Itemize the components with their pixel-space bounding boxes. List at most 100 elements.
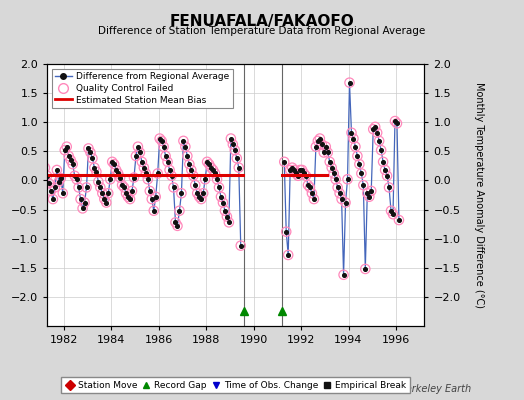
Point	[332, 176, 340, 182]
Point	[106, 176, 114, 182]
Point	[225, 219, 233, 226]
Point	[282, 228, 290, 235]
Point	[298, 167, 306, 173]
Point	[335, 190, 344, 196]
Point	[351, 144, 359, 150]
Point	[88, 155, 96, 162]
Point	[387, 208, 395, 214]
Point	[306, 184, 314, 191]
Point	[302, 172, 310, 179]
Point	[161, 153, 170, 159]
Point	[369, 126, 377, 132]
Point	[128, 188, 136, 194]
Point	[124, 194, 132, 200]
Point	[134, 144, 142, 150]
Point	[391, 118, 399, 124]
Point	[187, 167, 195, 173]
Point	[203, 159, 211, 165]
Point	[173, 223, 182, 229]
Point	[215, 184, 223, 191]
Point	[124, 194, 132, 200]
Point	[332, 176, 340, 182]
Point	[156, 135, 164, 142]
Point	[79, 205, 87, 212]
Point	[215, 184, 223, 191]
Point	[61, 147, 69, 153]
Point	[140, 164, 148, 171]
Point	[284, 252, 292, 258]
Point	[116, 174, 124, 181]
Point	[141, 170, 150, 177]
Point	[84, 145, 93, 152]
Point	[231, 147, 239, 153]
Point	[118, 182, 126, 188]
Point	[318, 141, 326, 148]
Point	[47, 188, 55, 194]
Point	[314, 138, 322, 144]
Point	[154, 170, 162, 177]
Point	[294, 172, 302, 179]
Point	[120, 184, 128, 191]
Point	[149, 208, 158, 214]
Point	[367, 188, 375, 194]
Point	[211, 170, 219, 177]
Point	[235, 164, 243, 171]
Point	[340, 272, 348, 278]
Point	[363, 190, 372, 196]
Point	[296, 167, 304, 173]
Point	[385, 184, 393, 191]
Point	[146, 188, 154, 194]
Point	[163, 159, 172, 165]
Point	[383, 172, 391, 179]
Point	[391, 118, 399, 124]
Point	[167, 172, 176, 179]
Point	[387, 208, 395, 214]
Point	[227, 135, 235, 142]
Point	[306, 184, 314, 191]
Point	[183, 153, 192, 159]
Point	[310, 196, 318, 202]
Point	[41, 164, 49, 171]
Point	[314, 138, 322, 144]
Point	[379, 159, 387, 165]
Point	[98, 190, 106, 196]
Point	[228, 141, 237, 148]
Point	[41, 164, 49, 171]
Point	[209, 167, 217, 173]
Point	[69, 161, 77, 167]
Point	[151, 194, 160, 200]
Point	[161, 153, 170, 159]
Point	[341, 199, 350, 206]
Point	[322, 144, 330, 150]
Point	[59, 190, 67, 196]
Point	[282, 228, 290, 235]
Point	[130, 174, 138, 181]
Point	[328, 164, 336, 171]
Point	[64, 153, 73, 159]
Point	[157, 138, 166, 144]
Point	[179, 138, 188, 144]
Point	[88, 155, 96, 162]
Point	[325, 159, 334, 165]
Point	[357, 170, 366, 177]
Point	[86, 149, 95, 156]
Point	[159, 144, 168, 150]
Point	[114, 170, 122, 177]
Point	[185, 161, 193, 167]
Point	[395, 217, 403, 223]
Point	[67, 157, 75, 163]
Point	[365, 194, 374, 200]
Y-axis label: Monthly Temperature Anomaly Difference (°C): Monthly Temperature Anomaly Difference (…	[474, 82, 485, 308]
Point	[292, 170, 300, 177]
Point	[126, 196, 134, 202]
Point	[381, 167, 389, 173]
Point	[104, 190, 113, 196]
Point	[72, 176, 81, 182]
Point	[288, 164, 297, 171]
Point	[228, 141, 237, 148]
Point	[94, 178, 103, 185]
Point	[383, 172, 391, 179]
Point	[371, 124, 379, 130]
Point	[51, 184, 59, 191]
Point	[104, 190, 113, 196]
